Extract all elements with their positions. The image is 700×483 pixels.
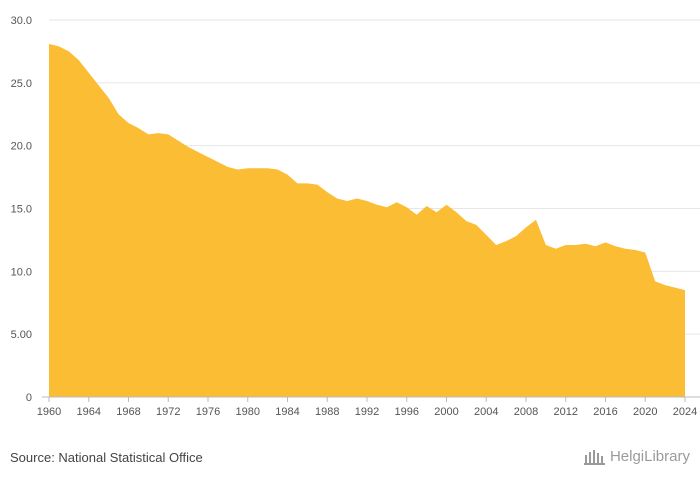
y-tick-label: 15.0	[11, 204, 32, 216]
x-tick-label: 1992	[355, 406, 379, 418]
helgi-library-logo-icon	[583, 449, 605, 465]
y-tick-label: 25.0	[11, 78, 32, 90]
x-axis-ticks: 1960 1964 1968 1972 1976 1980 1984 1988 1992 1996…	[37, 397, 697, 418]
x-tick-label: 1964	[77, 406, 101, 418]
helgi-library-logo: HelgiLibrary	[583, 448, 690, 465]
logo-text: HelgiLibrary	[609, 448, 690, 465]
y-tick-label: 10.0	[11, 266, 32, 278]
y-tick-label: 0	[26, 392, 32, 404]
y-axis-ticks: 0 5.00 10.0 15.0 20.0 25.0 30.0	[11, 15, 32, 404]
x-tick-label: 1980	[236, 406, 260, 418]
x-tick-label: 2008	[514, 406, 538, 418]
x-tick-label: 1996	[395, 406, 419, 418]
x-tick-label: 2016	[593, 406, 617, 418]
x-tick-label: 2020	[633, 406, 657, 418]
x-tick-label: 1968	[116, 406, 140, 418]
x-tick-label: 2012	[554, 406, 578, 418]
x-tick-label: 2024	[673, 406, 697, 418]
x-tick-label: 1984	[275, 406, 299, 418]
x-tick-label: 1972	[156, 406, 180, 418]
x-tick-label: 1960	[37, 406, 61, 418]
x-tick-label: 1988	[315, 406, 339, 418]
y-tick-label: 5.00	[11, 329, 32, 341]
x-tick-label: 2004	[474, 406, 498, 418]
x-tick-label: 1976	[196, 406, 220, 418]
area-series	[49, 43, 685, 397]
x-tick-label: 2000	[434, 406, 458, 418]
source-note: Source: National Statistical Office	[10, 450, 203, 465]
y-tick-label: 20.0	[11, 141, 32, 153]
y-tick-label: 30.0	[11, 15, 32, 27]
